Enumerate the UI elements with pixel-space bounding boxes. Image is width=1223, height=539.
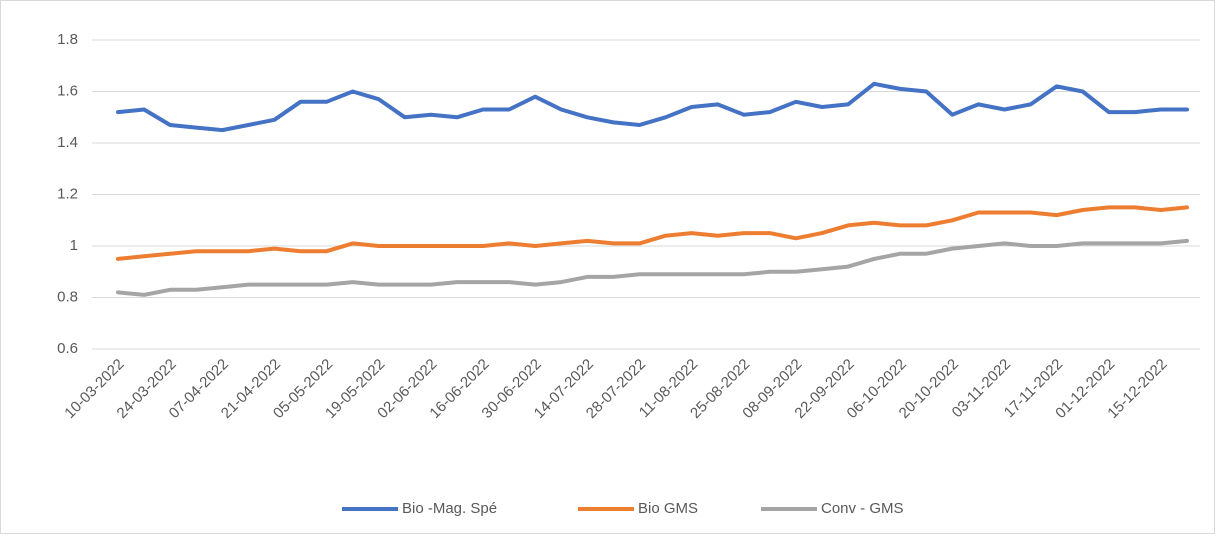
legend-label: Bio -Mag. Spé bbox=[402, 500, 497, 517]
y-tick-label: 0.6 bbox=[57, 340, 78, 357]
y-tick-label: 1.4 bbox=[57, 134, 78, 151]
y-tick-label: 1.2 bbox=[57, 185, 78, 202]
series-line bbox=[116, 81, 1189, 133]
legend-label: Conv - GMS bbox=[821, 500, 904, 517]
legend-label: Bio GMS bbox=[638, 500, 698, 517]
y-tick-label: 0.8 bbox=[57, 288, 78, 305]
y-tick-label: 1.8 bbox=[57, 31, 78, 48]
y-tick-label: 1 bbox=[70, 237, 78, 254]
y-tick-label: 1.6 bbox=[57, 82, 78, 99]
series-line bbox=[116, 238, 1189, 297]
series-line bbox=[116, 205, 1189, 261]
